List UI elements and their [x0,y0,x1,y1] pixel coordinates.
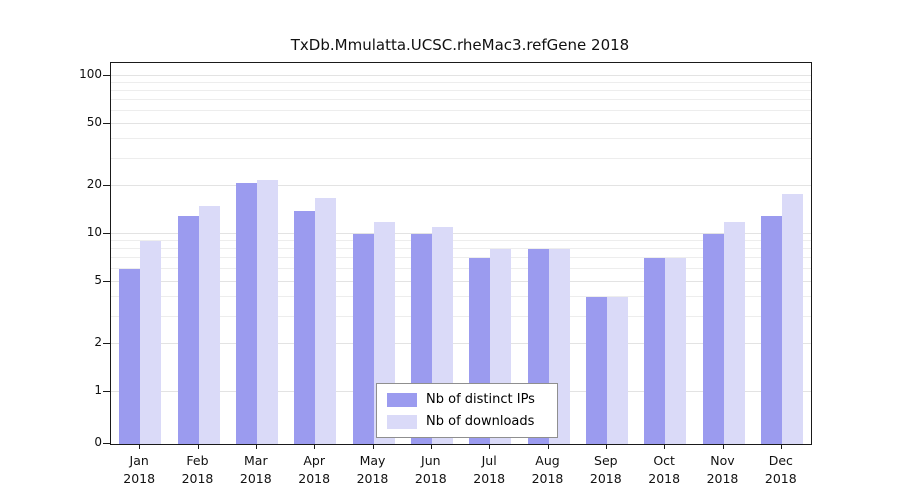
x-axis-tick-mark [139,444,141,449]
bar-dec-downloads [781,193,803,444]
gridline [111,343,811,345]
gridline-minor [111,90,811,92]
x-axis-tick-mark [197,444,199,449]
gridline [111,280,811,282]
gridline [111,233,811,234]
y-axis-tick-mark [103,280,110,282]
y-axis-tick-label: 0 [94,435,102,449]
x-axis-tick-mark [722,444,724,449]
gridline-minor [111,315,811,317]
y-axis-tick-mark [103,233,110,234]
y-axis-tick-mark [103,122,110,124]
y-axis-tick-mark [103,185,110,187]
x-axis-label: May 2018 [356,453,389,487]
y-axis-tick-label: 50 [86,114,102,129]
x-axis-label: Nov 2018 [706,453,739,487]
bar-oct-downloads [665,258,687,444]
bar-nov-ips [702,234,724,444]
gridline [111,122,811,124]
legend-item: Nb of distinct IPs [387,392,547,407]
legend: Nb of distinct IPs Nb of downloads [376,383,558,438]
gridline [111,75,811,76]
bar-dec-ips [760,216,782,444]
bar-sep-ips [585,296,607,444]
bar-feb-downloads [198,206,220,444]
y-axis-tick-mark [103,343,110,345]
gridline-minor [111,295,811,297]
x-axis-label: Feb 2018 [181,453,214,487]
y-axis-tick-label: 2 [94,335,102,350]
x-axis-tick-mark [255,444,257,449]
gridline-minor [111,257,811,259]
x-axis-tick-mark [780,444,782,449]
gridline-minor [111,99,811,101]
gridline-minor [111,137,811,139]
legend-swatch [387,414,417,429]
bar-feb-ips [177,216,199,444]
x-axis-label: Oct 2018 [648,453,681,487]
y-axis-tick-label: 100 [79,67,102,81]
y-axis-tick-label: 1 [94,383,102,397]
gridline-minor [111,82,811,84]
gridline [111,185,811,187]
gridline-minor [111,268,811,270]
x-axis-label: Apr 2018 [298,453,331,487]
chart-title: TxDb.Mmulatta.UCSC.rheMac3.refGene 2018 [290,36,630,54]
x-axis-label: Jul 2018 [473,453,506,487]
bar-nov-downloads [723,221,745,444]
x-axis-label: Dec 2018 [764,453,797,487]
x-axis-tick-mark [547,444,549,449]
x-axis-label: Jan 2018 [123,453,156,487]
x-axis-tick-mark [664,444,666,449]
gridline-minor [111,240,811,242]
x-axis-label: Jun 2018 [414,453,447,487]
bar-apr-ips [294,210,316,444]
gridline-minor [111,110,811,112]
bar-mar-downloads [256,179,278,444]
x-axis-tick-mark [372,444,374,449]
gridline-minor [111,248,811,250]
x-axis-tick-mark [489,444,491,449]
y-axis-tick-mark [103,75,110,76]
y-axis-tick-label: 5 [94,272,102,287]
bar-apr-downloads [315,197,337,444]
legend-swatch [387,392,417,407]
gridline-minor [111,157,811,159]
x-axis-tick-mark [430,444,432,449]
y-axis-tick-mark [103,443,110,444]
bar-mar-ips [235,183,257,444]
x-axis-tick-mark [314,444,316,449]
bar-jan-downloads [140,241,162,444]
bar-may-ips [352,234,374,444]
y-axis-tick-label: 20 [86,177,102,192]
x-axis-label: Mar 2018 [239,453,272,487]
legend-label: Nb of distinct IPs [426,392,535,407]
bar-jan-ips [119,269,141,444]
x-axis-tick-mark [605,444,607,449]
plot-area: Nb of distinct IPs Nb of downloads [110,62,812,445]
bar-sep-downloads [606,296,628,444]
legend-label: Nb of downloads [426,414,535,429]
y-axis-tick-label: 10 [86,225,102,239]
x-axis-label: Sep 2018 [589,453,622,487]
bar-oct-ips [644,258,666,444]
y-axis-tick-mark [103,391,110,392]
x-axis-label: Aug 2018 [531,453,564,487]
legend-item: Nb of downloads [387,414,547,429]
